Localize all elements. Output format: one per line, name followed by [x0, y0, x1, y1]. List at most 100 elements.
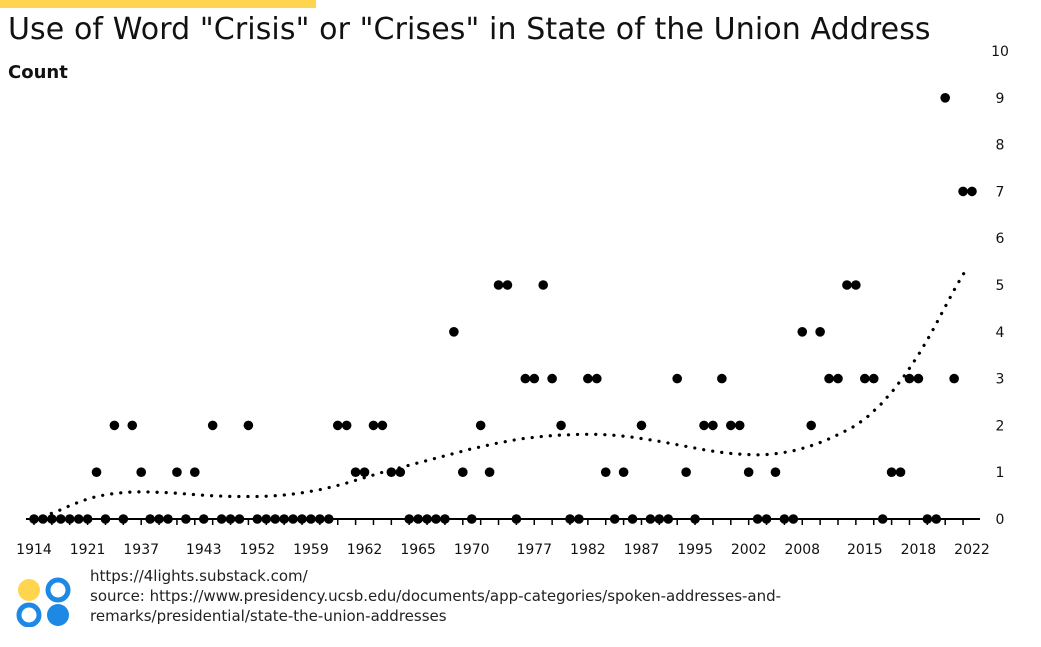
data-point — [350, 467, 361, 478]
data-point — [279, 514, 289, 524]
data-point — [770, 467, 781, 478]
data-point — [163, 514, 173, 524]
data-point — [949, 373, 959, 384]
data-point — [47, 514, 57, 524]
data-point — [154, 514, 164, 524]
data-point — [386, 467, 397, 478]
x-tick-labels: 1914 1921 1937 1943 1952 1959 1962 1965 1970 1977… — [16, 542, 990, 558]
x-tick-label: 2015 — [847, 542, 883, 558]
data-point — [82, 514, 93, 524]
data-point — [574, 514, 584, 524]
data-point — [332, 420, 343, 431]
data-point — [38, 514, 48, 524]
data-point — [913, 373, 924, 384]
data-point — [833, 373, 843, 384]
data-point — [717, 373, 727, 384]
data-point — [368, 420, 379, 431]
x-tick-label: 1962 — [347, 542, 383, 558]
data-point — [824, 373, 834, 384]
data-point — [404, 514, 415, 524]
x-tick-label: 1914 — [16, 542, 52, 558]
data-point — [413, 514, 423, 524]
data-point — [583, 373, 593, 384]
data-point — [324, 514, 334, 524]
data-point — [475, 420, 486, 431]
data-point — [565, 514, 575, 524]
accent-bar — [0, 0, 316, 8]
x-tick-label: 1970 — [454, 542, 490, 558]
x-tick-label: 1952 — [240, 542, 276, 558]
x-tick-label: 2002 — [731, 542, 767, 558]
data-point — [64, 514, 75, 524]
y-tick-label: 5 — [996, 278, 1005, 294]
x-tick-label: 2018 — [901, 542, 937, 558]
data-point — [306, 514, 316, 524]
data-point — [940, 93, 950, 103]
x-tick-label: 1965 — [400, 542, 436, 558]
data-point — [967, 186, 977, 197]
y-tick-label: 6 — [996, 231, 1005, 247]
data-point — [243, 420, 254, 431]
data-point — [315, 514, 325, 524]
y-tick-label: 2 — [996, 418, 1005, 434]
data-point — [207, 420, 218, 431]
data-point — [466, 514, 477, 524]
data-point — [270, 514, 281, 524]
data-point — [734, 420, 745, 431]
data-point — [592, 373, 602, 384]
site-link[interactable]: https://4lights.substack.com/ — [90, 567, 308, 585]
data-point — [29, 514, 39, 524]
y-tick-label: 8 — [996, 138, 1005, 154]
data-point — [449, 327, 459, 337]
x-tick-label: 1921 — [70, 542, 106, 558]
data-point — [743, 467, 754, 478]
chart-title: Use of Word "Crisis" or "Crises" in Stat… — [8, 12, 931, 47]
data-point — [422, 514, 432, 524]
y-tick-label: 3 — [996, 372, 1005, 388]
data-point — [958, 186, 968, 197]
data-point — [645, 514, 656, 524]
data-point — [252, 514, 263, 524]
data-point — [181, 514, 191, 524]
data-point — [502, 280, 513, 290]
data-point — [726, 420, 736, 431]
data-point — [511, 514, 522, 524]
source-text: source: https://www.presidency.ucsb.edu/… — [90, 587, 782, 625]
data-point — [842, 280, 852, 290]
data-point — [851, 280, 861, 290]
data-point — [377, 420, 388, 431]
data-point — [198, 514, 209, 524]
data-point — [73, 514, 84, 524]
y-tick-label: 4 — [996, 325, 1005, 341]
trend-curve — [32, 264, 970, 521]
data-point — [618, 467, 629, 478]
data-point — [127, 420, 138, 431]
data-point — [109, 420, 120, 431]
data-point — [788, 514, 799, 524]
data-point — [118, 514, 129, 524]
data-point — [547, 373, 557, 384]
data-point — [440, 514, 450, 524]
data-point — [868, 373, 879, 384]
data-point — [145, 514, 155, 524]
data-point — [56, 514, 66, 524]
data-point — [922, 514, 933, 524]
data-point — [225, 514, 236, 524]
data-point — [761, 514, 772, 524]
data-point — [172, 467, 182, 478]
x-tick-label: 2022 — [954, 542, 990, 558]
data-point — [690, 514, 700, 524]
data-point — [556, 420, 566, 431]
data-point — [484, 467, 495, 478]
data-point — [877, 514, 888, 524]
data-point — [708, 420, 718, 431]
data-point — [609, 514, 620, 524]
footer: https://4lights.substack.com/ source: ht… — [90, 566, 910, 626]
data-point — [860, 373, 870, 384]
y-tick-label: 7 — [996, 184, 1005, 200]
data-point — [752, 514, 763, 524]
y-tick-label: 1 — [996, 465, 1005, 481]
data-point — [654, 514, 665, 524]
data-point — [359, 467, 370, 478]
